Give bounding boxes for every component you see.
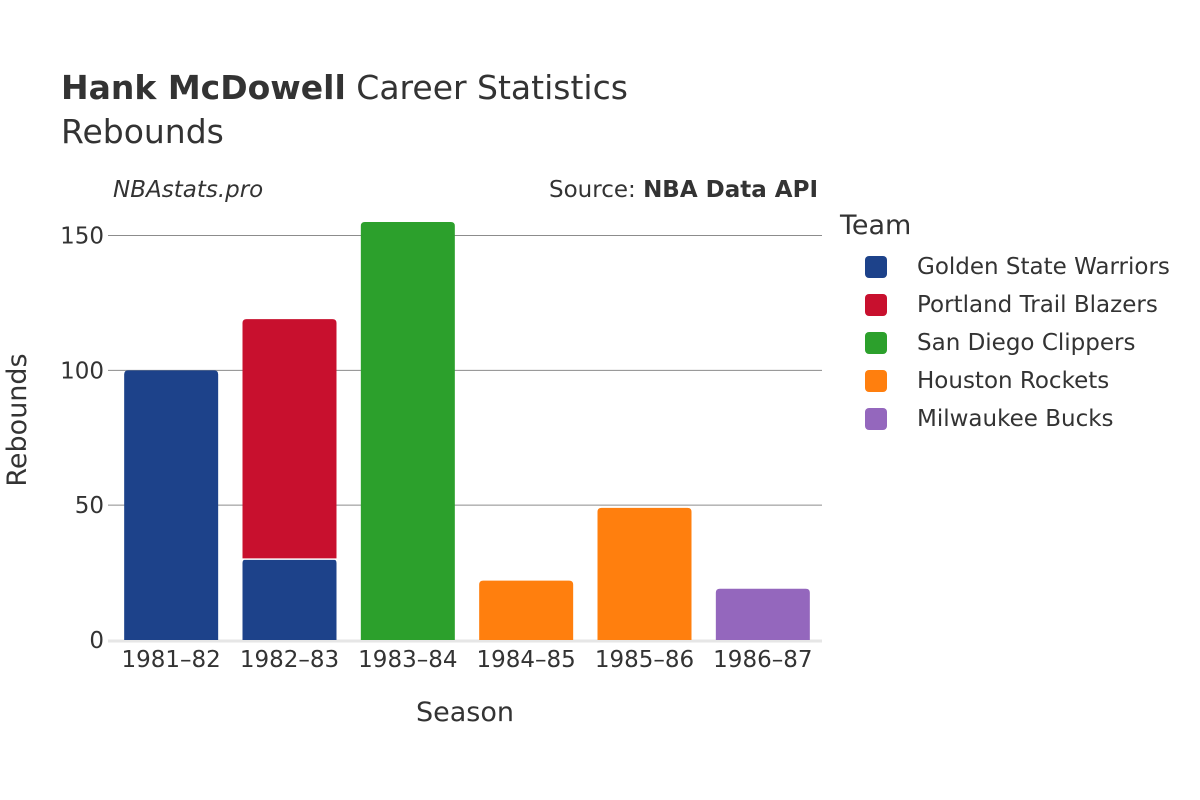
legend-swatch: [865, 294, 887, 316]
legend-title: Team: [840, 210, 912, 241]
legend-swatch: [865, 256, 887, 278]
legend-label: Milwaukee Bucks: [917, 406, 1114, 432]
legend-swatch: [865, 408, 887, 430]
y-axis-title: Rebounds: [2, 353, 33, 486]
y-tick-label: 100: [60, 358, 104, 384]
y-tick-label: 50: [75, 493, 104, 519]
legend-label: San Diego Clippers: [917, 330, 1136, 356]
legend-item[interactable]: Milwaukee Bucks: [840, 400, 1170, 438]
site-credit: NBAstats.pro: [113, 177, 264, 203]
legend-swatch: [865, 370, 887, 392]
legend-items: Golden State Warriors Portland Trail Blaz…: [840, 248, 1170, 438]
source-prefix: Source:: [549, 177, 644, 203]
x-tick-label: 1985–86: [595, 647, 694, 673]
bar-segment: [479, 580, 574, 640]
bar-segment: [715, 588, 810, 640]
x-tick-label: 1982–83: [240, 647, 339, 673]
legend-item[interactable]: San Diego Clippers: [840, 324, 1170, 362]
x-axis-title: Season: [416, 697, 514, 728]
x-tick-label: 1986–87: [713, 647, 812, 673]
player-name: Hank McDowell: [61, 68, 346, 107]
bar-segment: [124, 370, 219, 640]
title-rest: Career Statistics: [356, 68, 628, 107]
bar-segment: [242, 319, 337, 560]
source-credit: Source: NBA Data API: [549, 177, 818, 203]
legend-swatch: [865, 332, 887, 354]
legend-item[interactable]: Portland Trail Blazers: [840, 286, 1170, 324]
legend-label: Portland Trail Blazers: [917, 292, 1158, 318]
bar-segment: [360, 222, 455, 640]
chart-title: Hank McDowell Career Statistics: [61, 68, 628, 108]
x-tick-label: 1984–85: [477, 647, 576, 673]
source-name: NBA Data API: [643, 177, 818, 203]
legend-item[interactable]: Houston Rockets: [840, 362, 1170, 400]
legend-label: Houston Rockets: [917, 368, 1110, 394]
y-tick-label: 0: [89, 628, 104, 654]
x-tick-label: 1981–82: [122, 647, 221, 673]
legend: Team Golden State Warriors Portland Trail…: [840, 208, 1170, 438]
bar-segment: [242, 559, 337, 640]
bar-segment: [597, 507, 692, 640]
x-tick-label: 1983–84: [358, 647, 457, 673]
y-tick-label: 150: [60, 224, 104, 250]
legend-label: Golden State Warriors: [917, 254, 1170, 280]
legend-item[interactable]: Golden State Warriors: [840, 248, 1170, 286]
chart-subtitle: Rebounds: [61, 112, 224, 151]
